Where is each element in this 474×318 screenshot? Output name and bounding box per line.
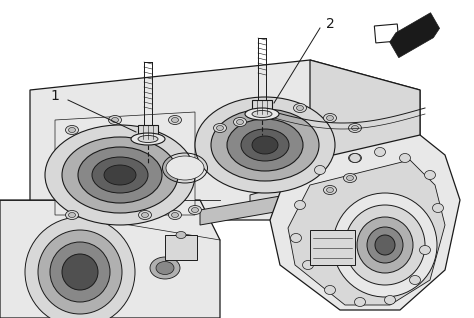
Ellipse shape [213,123,227,133]
Polygon shape [30,60,420,220]
Polygon shape [55,112,195,215]
Ellipse shape [217,126,224,130]
Text: 2: 2 [326,17,334,31]
Circle shape [38,230,122,314]
Ellipse shape [227,119,303,171]
Ellipse shape [92,157,148,193]
Circle shape [62,254,98,290]
Ellipse shape [348,154,362,162]
Ellipse shape [252,136,278,154]
Ellipse shape [352,126,358,130]
Ellipse shape [78,147,162,203]
FancyBboxPatch shape [310,230,355,265]
Ellipse shape [327,115,334,121]
Ellipse shape [138,211,152,219]
Ellipse shape [156,261,174,274]
Ellipse shape [315,165,326,175]
Ellipse shape [65,126,79,135]
Circle shape [50,242,110,302]
Ellipse shape [69,212,75,218]
Ellipse shape [172,212,179,218]
FancyBboxPatch shape [138,125,158,139]
Ellipse shape [176,232,186,238]
Ellipse shape [349,154,361,162]
Ellipse shape [166,156,204,180]
Circle shape [367,227,403,263]
Ellipse shape [348,123,362,133]
Ellipse shape [384,295,395,305]
Ellipse shape [293,103,307,113]
Circle shape [25,217,135,318]
Polygon shape [390,13,439,58]
Ellipse shape [241,129,289,161]
Ellipse shape [346,176,354,181]
Ellipse shape [374,148,385,156]
Ellipse shape [323,185,337,195]
Polygon shape [270,135,460,310]
Ellipse shape [138,135,158,142]
FancyBboxPatch shape [252,100,272,114]
Ellipse shape [104,165,136,185]
Circle shape [357,217,413,273]
Polygon shape [0,200,220,318]
Polygon shape [288,160,445,305]
Ellipse shape [410,275,420,285]
Ellipse shape [323,114,337,122]
Ellipse shape [172,117,179,122]
Polygon shape [250,145,425,210]
Ellipse shape [252,110,272,117]
Ellipse shape [111,117,118,122]
Ellipse shape [69,128,75,133]
Circle shape [333,193,437,297]
Ellipse shape [45,125,195,225]
Ellipse shape [400,154,410,162]
Ellipse shape [211,109,319,181]
Ellipse shape [109,115,121,125]
Ellipse shape [327,188,334,192]
Ellipse shape [325,286,336,294]
Polygon shape [200,170,430,225]
Ellipse shape [191,208,199,212]
Ellipse shape [142,212,148,218]
FancyBboxPatch shape [165,235,197,260]
Ellipse shape [355,298,365,307]
Ellipse shape [131,133,165,145]
Polygon shape [374,24,399,43]
Ellipse shape [425,170,436,179]
Ellipse shape [352,156,358,161]
Ellipse shape [432,204,444,212]
Ellipse shape [168,115,182,125]
Ellipse shape [195,97,335,193]
Ellipse shape [291,233,301,243]
Circle shape [375,235,395,255]
Ellipse shape [168,211,182,219]
Ellipse shape [237,120,244,125]
Ellipse shape [65,211,79,219]
Circle shape [345,205,425,285]
Ellipse shape [245,108,279,120]
Ellipse shape [189,205,201,215]
Polygon shape [310,60,420,220]
Text: 1: 1 [51,89,59,103]
Ellipse shape [234,117,246,127]
Ellipse shape [302,260,313,269]
Ellipse shape [150,257,180,279]
Ellipse shape [297,106,303,110]
Ellipse shape [62,137,178,213]
Ellipse shape [344,174,356,183]
Ellipse shape [294,201,306,210]
Ellipse shape [419,245,430,254]
